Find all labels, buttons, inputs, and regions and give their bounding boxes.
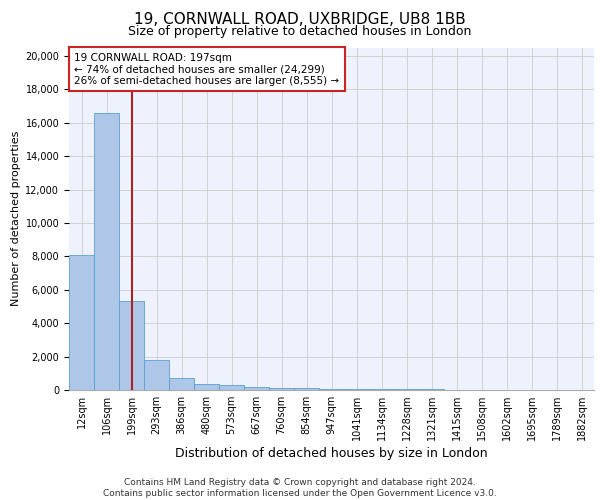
Text: Size of property relative to detached houses in London: Size of property relative to detached ho… [128,25,472,38]
X-axis label: Distribution of detached houses by size in London: Distribution of detached houses by size … [175,448,488,460]
Bar [169,378,194,390]
Bar [220,386,244,390]
Text: 19 CORNWALL ROAD: 197sqm
← 74% of detached houses are smaller (24,299)
26% of se: 19 CORNWALL ROAD: 197sqm ← 74% of detach… [74,52,340,86]
Bar [145,360,169,390]
Bar [244,387,269,390]
Text: Contains HM Land Registry data © Crown copyright and database right 2024.
Contai: Contains HM Land Registry data © Crown c… [103,478,497,498]
Bar [370,389,394,390]
Bar [295,388,319,390]
Bar [70,254,94,390]
Bar [269,388,293,390]
Bar [319,388,344,390]
Bar [119,302,143,390]
Y-axis label: Number of detached properties: Number of detached properties [11,131,21,306]
Bar [194,384,218,390]
Bar [94,112,119,390]
Text: 19, CORNWALL ROAD, UXBRIDGE, UB8 1BB: 19, CORNWALL ROAD, UXBRIDGE, UB8 1BB [134,12,466,28]
Bar [344,389,368,390]
